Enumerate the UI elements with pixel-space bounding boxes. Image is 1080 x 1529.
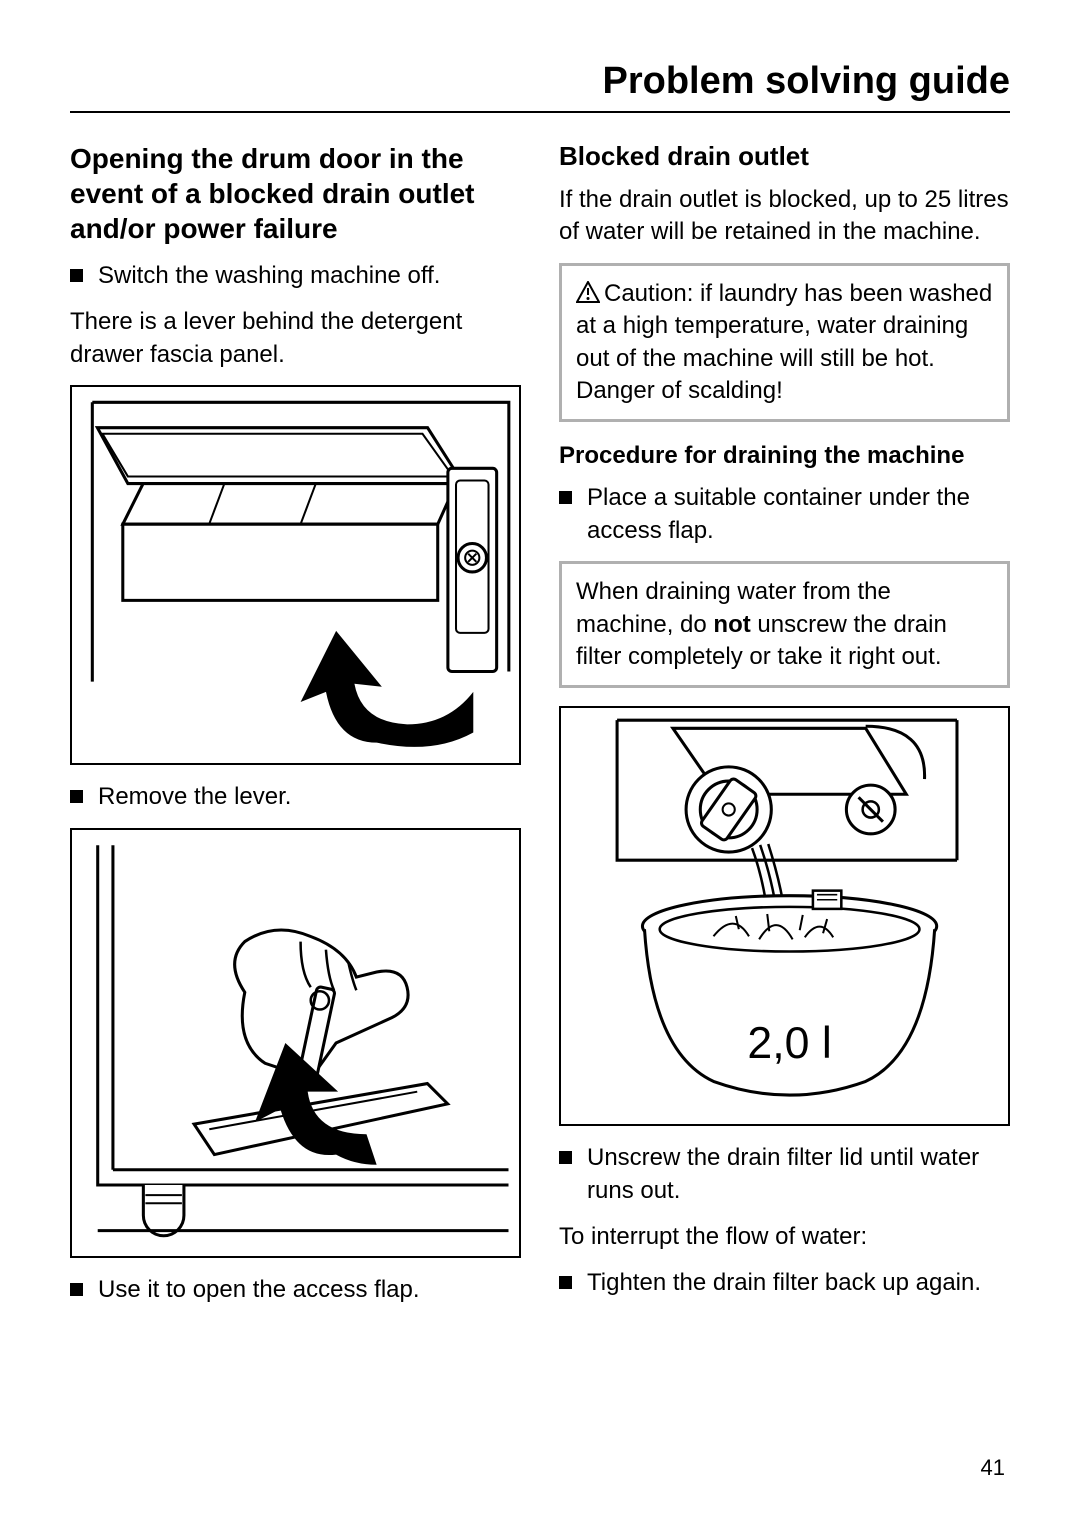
left-bullet-2: Remove the lever.	[70, 781, 521, 813]
lever-location-illustration	[72, 387, 519, 763]
figure-lever-location	[70, 385, 521, 765]
page-title: Problem solving guide	[70, 60, 1010, 103]
right-bullet-3: Tighten the drain filter back up again.	[559, 1267, 1010, 1299]
right-heading-1: Blocked drain outlet	[559, 141, 1010, 172]
caution-box: Caution: if laundry has been washed at a…	[559, 263, 1010, 423]
left-paragraph-1: There is a lever behind the detergent dr…	[70, 306, 521, 371]
right-column: Blocked drain outlet If the drain outlet…	[559, 141, 1010, 1320]
figure-drain-container: 2,0 l	[559, 706, 1010, 1126]
right-paragraph-2: To interrupt the flow of water:	[559, 1221, 1010, 1253]
content-columns: Opening the drum door in the event of a …	[70, 141, 1010, 1320]
info-text-bold: not	[713, 611, 750, 638]
right-heading-2: Procedure for draining the machine	[559, 442, 1010, 470]
title-bar: Problem solving guide	[70, 60, 1010, 113]
right-bullet-2: Unscrew the drain filter lid until water…	[559, 1142, 1010, 1207]
drain-container-illustration: 2,0 l	[561, 708, 1008, 1124]
left-bullet-3: Use it to open the access flap.	[70, 1274, 521, 1306]
open-flap-illustration	[72, 830, 519, 1256]
left-bullet-1: Switch the washing machine off.	[70, 260, 521, 292]
right-bullet-1: Place a suitable container under the acc…	[559, 482, 1010, 547]
left-section-heading: Opening the drum door in the event of a …	[70, 141, 521, 246]
figure-open-flap	[70, 828, 521, 1258]
info-box: When draining water from the machine, do…	[559, 561, 1010, 688]
page-number: 41	[981, 1455, 1005, 1481]
right-paragraph-1: If the drain outlet is blocked, up to 25…	[559, 184, 1010, 249]
caution-text: Caution: if laundry has been washed at a…	[576, 280, 992, 404]
left-column: Opening the drum door in the event of a …	[70, 141, 521, 1320]
warning-icon	[576, 281, 600, 303]
container-capacity-label: 2,0 l	[747, 1019, 831, 1068]
